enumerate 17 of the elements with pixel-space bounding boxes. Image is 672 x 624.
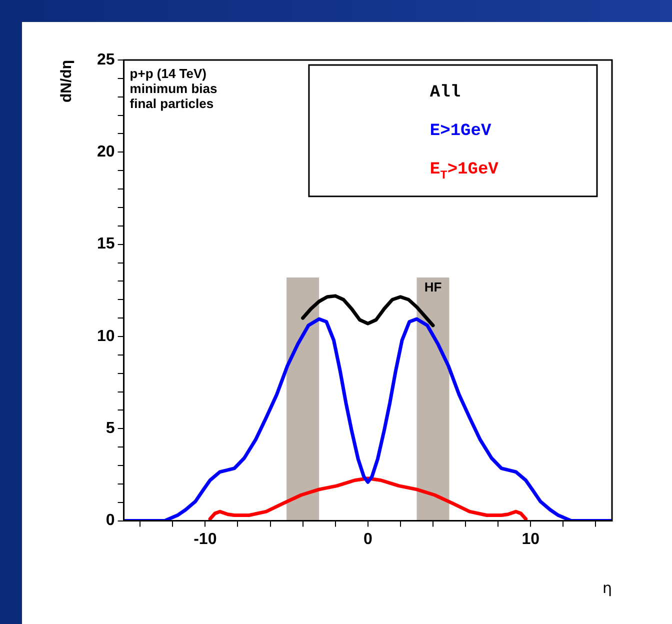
text: E>1GeV <box>430 122 492 141</box>
x-tick-label: -10 <box>194 530 217 548</box>
y-axis-title: dN/dη <box>58 60 76 102</box>
annotation: final particles <box>130 96 214 112</box>
y-tick-label: 20 <box>97 144 115 161</box>
y-tick-label: 25 <box>97 51 115 68</box>
annotation: p+p (14 TeV) <box>130 66 206 82</box>
x-tick-label: 10 <box>522 530 540 548</box>
y-tick-label: 15 <box>97 236 115 253</box>
y-tick-label: 0 <box>106 512 115 530</box>
annotation: minimum bias <box>130 81 218 96</box>
text: All <box>430 83 461 102</box>
y-tick-label: 10 <box>97 328 115 345</box>
x-tick-label: 0 <box>363 530 372 548</box>
y-tick-label: 5 <box>106 420 115 438</box>
x-axis-title: η <box>602 578 612 597</box>
band-label: HF <box>424 280 442 295</box>
